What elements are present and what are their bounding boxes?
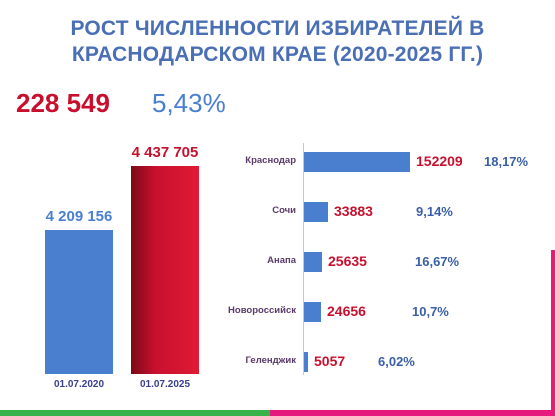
- city-category-4: Геленджик: [245, 355, 296, 366]
- total-bar-1: [131, 166, 199, 374]
- decor-bottom-green: [0, 410, 270, 416]
- city-bar-1: [304, 202, 328, 222]
- city-value-0: 152209: [416, 153, 463, 169]
- total-bar-category-0: 01.07.2020: [53, 379, 105, 390]
- city-percent-2: 16,67%: [415, 254, 460, 269]
- total-bar-value-1: 4 437 705: [131, 144, 199, 161]
- city-category-0: Краснодар: [245, 155, 296, 166]
- city-value-4: 5057: [314, 353, 346, 369]
- decor-bottom-pink: [270, 410, 555, 416]
- city-category-2: Анапа: [267, 255, 296, 266]
- city-bar-4: [304, 352, 308, 372]
- city-value-2: 25635: [328, 253, 367, 269]
- city-category-1: Сочи: [272, 205, 296, 216]
- city-bar-0: [304, 152, 410, 172]
- total-growth-value: 228 549: [16, 88, 110, 118]
- page-title: РОСТ ЧИСЛЕННОСТИ ИЗБИРАТЕЛЕЙ В КРАСНОДАР…: [0, 16, 555, 68]
- title-line-1: РОСТ ЧИСЛЕННОСТИ ИЗБИРАТЕЛЕЙ В: [70, 17, 485, 40]
- city-category-3: Новороссийск: [228, 305, 296, 316]
- city-value-3: 24656: [327, 303, 366, 319]
- title-line-2: КРАСНОДАРСКОМ КРАЕ (2020-2025 ГГ.): [71, 43, 484, 66]
- city-percent-0: 18,17%: [484, 154, 529, 169]
- city-percent-3: 10,7%: [412, 304, 449, 319]
- total-bar-0: [45, 230, 113, 374]
- total-bar-value-0: 4 209 156: [45, 208, 113, 225]
- city-percent-4: 6,02%: [378, 354, 415, 369]
- city-value-1: 33883: [334, 203, 373, 219]
- total-bar-category-1: 01.07.2025: [139, 379, 191, 390]
- city-bar-2: [304, 252, 322, 272]
- city-chart-axis: [303, 143, 304, 375]
- decor-side-stripe: [551, 250, 555, 410]
- city-percent-1: 9,14%: [416, 204, 453, 219]
- city-bar-3: [304, 302, 321, 322]
- total-growth-percent: 5,43%: [152, 88, 226, 118]
